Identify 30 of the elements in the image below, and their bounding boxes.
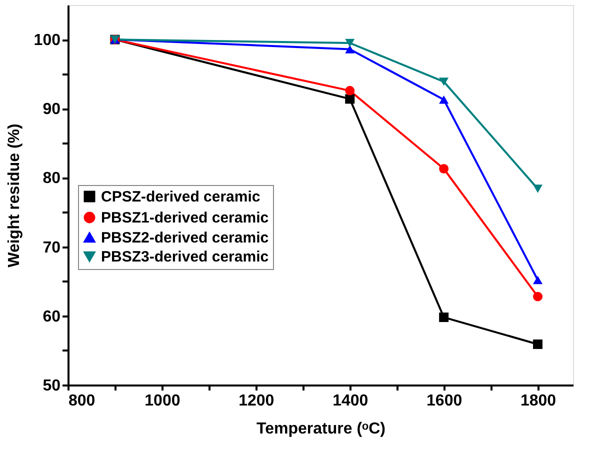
- legend-label: PBSZ1-derived ceramic: [101, 210, 269, 226]
- point: [533, 339, 543, 349]
- x-axis-title: Temperature (ᵒC): [256, 420, 386, 438]
- legend-label: CPSZ-derived ceramic: [101, 188, 260, 206]
- point: [345, 86, 355, 96]
- point: [533, 292, 543, 302]
- y-tick-label: 80: [42, 170, 61, 188]
- legend-label: PBSZ3-derived ceramic: [101, 248, 269, 266]
- y-axis-title: Weight residue (%): [6, 124, 23, 268]
- point: [533, 276, 543, 284]
- point: [345, 38, 355, 48]
- y-tick-label: 90: [42, 101, 61, 118]
- x-tick-label: 1000: [144, 392, 180, 410]
- point: [533, 184, 543, 193]
- x-tick-label: 1800: [520, 392, 556, 410]
- y-tick-label: 70: [42, 239, 61, 256]
- point: [345, 94, 355, 104]
- point: [439, 312, 449, 322]
- point: [439, 96, 449, 104]
- y-tick-label: 60: [42, 308, 61, 326]
- point: [345, 45, 355, 54]
- y-tick-label: 50: [42, 378, 61, 394]
- point: [439, 164, 449, 174]
- x-tick-label: 800: [68, 392, 96, 410]
- x-tick-label: 1600: [426, 392, 462, 410]
- x-tick-label: 1200: [238, 392, 274, 410]
- y-tick-label: 100: [34, 32, 61, 50]
- legend-label: PBSZ2-derived ceramic: [101, 230, 269, 246]
- point: [439, 78, 449, 86]
- x-tick-label: 1400: [332, 392, 368, 410]
